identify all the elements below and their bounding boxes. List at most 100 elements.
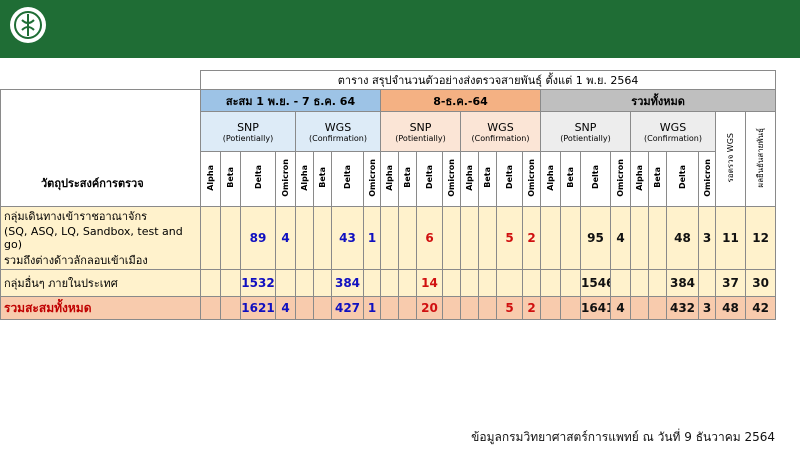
variant-name: Alpha [465, 164, 474, 191]
variant-header: Omicron [442, 151, 461, 207]
logo [10, 7, 46, 43]
variant-header: Alpha [540, 151, 561, 207]
cell [398, 206, 417, 270]
cell: 5 [496, 296, 523, 320]
cell [398, 269, 417, 297]
row-header: วัตถุประสงค์การตรวจ [0, 89, 201, 207]
cell [630, 206, 649, 270]
data-row: รวมสะสมทั้งหมด16214427120521641443234842 [0, 296, 777, 320]
variant-name: Delta [505, 165, 514, 190]
variant-name: Beta [403, 167, 412, 188]
variant-header: Beta [313, 151, 332, 207]
cell [398, 296, 417, 320]
row-label-line: (SQ, ASQ, LQ, Sandbox, test and go) [4, 225, 183, 251]
cell [478, 296, 497, 320]
cell: 11 [715, 206, 746, 270]
cell [540, 269, 561, 297]
subgroup-note: (Confirmation) [644, 133, 702, 143]
variant-header: Alpha [200, 151, 221, 207]
variant-name: Delta [253, 165, 263, 190]
subgroup-header: SNP (Potientially) [200, 111, 296, 152]
cell: 37 [715, 269, 746, 297]
variant-header: Beta [398, 151, 417, 207]
row-label: กลุ่มเดินทางเข้าราชอาณาจักร (SQ, ASQ, LQ,… [0, 206, 201, 270]
variant-name: Alpha [300, 164, 309, 191]
variant-header: Delta [240, 151, 276, 207]
cell: 30 [744, 269, 777, 297]
cell [610, 269, 631, 297]
variant-name: Omicron [281, 158, 290, 197]
subgroup-header: WGS (Confirmation) [630, 111, 716, 152]
extra-header: ผลยืนยันสายพันธุ์ [744, 111, 777, 207]
subgroup-header: WGS (Confirmation) [460, 111, 541, 152]
cell [380, 269, 399, 297]
subgroup-note: (Confirmation) [309, 133, 367, 143]
cell [220, 296, 241, 320]
cell [460, 296, 479, 320]
table-title: ตาราง สรุปจำนวนตัวอย่างส่งตรวจสายพันธุ์ … [199, 70, 777, 90]
cell: 1 [363, 206, 381, 270]
cell [313, 206, 332, 270]
variant-table: ตาราง สรุปจำนวนตัวอย่างส่งตรวจสายพันธุ์ … [0, 70, 777, 320]
cell: 6 [416, 206, 443, 270]
subgroup-name: WGS [324, 120, 352, 134]
variant-name: Beta [318, 167, 327, 188]
cell [522, 269, 541, 297]
variant-header: Beta [648, 151, 667, 207]
variant-header: Alpha [380, 151, 399, 207]
subgroup-note: (Potientially) [560, 133, 611, 143]
cell [698, 269, 716, 297]
cell: 427 [331, 296, 364, 320]
cell [460, 206, 479, 270]
cell: 1641 [580, 296, 611, 320]
subgroup-header: SNP (Potientially) [380, 111, 461, 152]
variant-header: Omicron [610, 151, 631, 207]
variant-name: Delta [678, 165, 687, 190]
cell [295, 269, 314, 297]
cell [560, 206, 581, 270]
variant-header: Delta [331, 151, 364, 207]
variant-name: Alpha [635, 164, 644, 191]
subgroup-name: SNP [574, 120, 597, 134]
cell [442, 206, 461, 270]
cell [220, 269, 241, 297]
cell: 1532 [240, 269, 276, 297]
subgroup-note: (Confirmation) [471, 133, 530, 143]
variant-name: Omicron [616, 158, 625, 197]
variant-name: Beta [483, 167, 492, 188]
cell [630, 269, 649, 297]
title-row: ตาราง สรุปจำนวนตัวอย่างส่งตรวจสายพันธุ์ … [1, 70, 777, 90]
row-label-line: รวมสะสมทั้งหมด [4, 300, 92, 315]
variant-name: Alpha [206, 164, 215, 191]
cell [560, 269, 581, 297]
cell: 4 [275, 296, 296, 320]
variant-name: Beta [226, 167, 235, 188]
variant-name: Delta [591, 165, 600, 190]
row-header-text: วัตถุประสงค์การตรวจ [41, 177, 144, 190]
cell: 3 [698, 296, 716, 320]
variant-name: Omicron [702, 158, 712, 197]
cell: 1 [363, 296, 381, 320]
variant-name: Delta [425, 165, 434, 190]
subgroup-name: SNP [409, 120, 432, 134]
group-header: สะสม 1 พ.ย. - 7 ธ.ค. 64 [200, 89, 381, 112]
cell: 20 [416, 296, 443, 320]
cell [648, 296, 667, 320]
variant-header: Delta [496, 151, 523, 207]
cell [560, 296, 581, 320]
subgroup-name: WGS [487, 120, 514, 134]
cell: 5 [496, 206, 523, 270]
cell: 2 [522, 296, 541, 320]
cell: 43 [331, 206, 364, 270]
cell [496, 269, 523, 297]
cell [478, 269, 497, 297]
data-row: กลุ่มอื่นๆ ภายในประเทศ 1532 384 14 1546 384 37… [0, 269, 777, 297]
variant-header: Omicron [363, 151, 381, 207]
variant-name: Beta [566, 167, 575, 188]
footer-note: ข้อมูลกรมวิทยาศาสตร์การแพทย์ ณ วันที่ 9 … [471, 430, 775, 444]
variant-header: Beta [220, 151, 241, 207]
row-label: รวมสะสมทั้งหมด [0, 296, 201, 320]
cell [200, 296, 221, 320]
cell: 3 [698, 206, 716, 270]
